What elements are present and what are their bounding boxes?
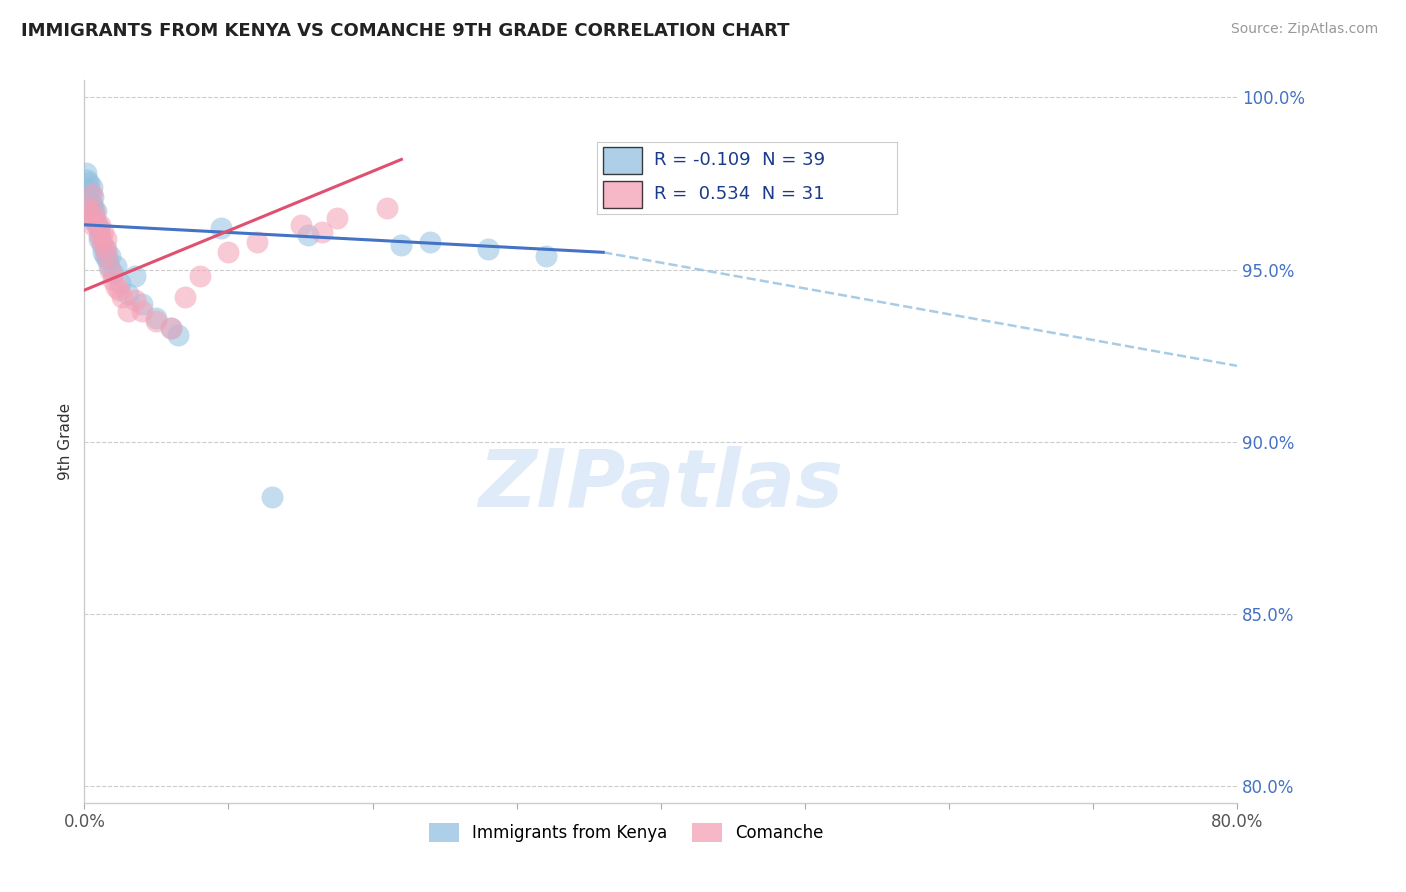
Text: IMMIGRANTS FROM KENYA VS COMANCHE 9TH GRADE CORRELATION CHART: IMMIGRANTS FROM KENYA VS COMANCHE 9TH GR… xyxy=(21,22,790,40)
Point xyxy=(93,249,115,263)
Point xyxy=(94,242,117,256)
Point xyxy=(209,221,232,235)
Point xyxy=(111,290,134,304)
Point xyxy=(82,201,104,215)
Point xyxy=(419,235,441,249)
Point xyxy=(80,180,103,194)
Point xyxy=(77,183,100,197)
Point xyxy=(131,303,153,318)
Point xyxy=(84,204,107,219)
Point xyxy=(105,259,128,273)
Point xyxy=(79,186,101,201)
Point xyxy=(80,186,103,201)
Point xyxy=(96,252,118,267)
Point xyxy=(98,262,121,277)
Point xyxy=(290,218,312,232)
Point xyxy=(297,228,319,243)
Point xyxy=(90,238,112,252)
Point xyxy=(110,277,132,291)
Point xyxy=(89,218,111,232)
Point xyxy=(311,225,333,239)
Point xyxy=(94,231,117,245)
Legend: Immigrants from Kenya, Comanche: Immigrants from Kenya, Comanche xyxy=(422,816,831,848)
Point xyxy=(76,201,98,215)
Point xyxy=(260,490,283,504)
Point xyxy=(167,327,190,342)
Point xyxy=(77,177,100,191)
Point xyxy=(82,190,104,204)
Point xyxy=(103,266,124,280)
Point xyxy=(86,218,108,232)
Point xyxy=(76,173,98,187)
Point xyxy=(124,269,146,284)
Point xyxy=(87,228,110,243)
Point xyxy=(96,249,118,263)
Point xyxy=(79,207,101,221)
Point xyxy=(131,297,153,311)
Point xyxy=(83,214,105,228)
Point xyxy=(108,283,131,297)
Point xyxy=(97,259,120,273)
Point xyxy=(117,286,139,301)
Point xyxy=(145,310,167,325)
Point xyxy=(160,321,183,335)
Point xyxy=(75,166,97,180)
Point xyxy=(82,218,104,232)
Point xyxy=(391,238,413,252)
Point xyxy=(103,273,124,287)
Point xyxy=(124,293,146,308)
Point xyxy=(218,245,240,260)
Point xyxy=(87,231,110,245)
Point xyxy=(160,321,183,335)
Point xyxy=(80,197,103,211)
Point xyxy=(325,211,347,225)
Point xyxy=(188,269,211,284)
Text: ZIPatlas: ZIPatlas xyxy=(478,446,844,524)
Y-axis label: 9th Grade: 9th Grade xyxy=(58,403,73,480)
Point xyxy=(105,279,128,293)
Point xyxy=(117,303,139,318)
Point xyxy=(83,204,105,219)
Point xyxy=(87,221,110,235)
Point xyxy=(145,314,167,328)
Point xyxy=(83,207,105,221)
Point xyxy=(246,235,269,249)
Point xyxy=(84,214,107,228)
Point xyxy=(98,249,121,263)
Point xyxy=(174,290,197,304)
Point xyxy=(534,249,557,263)
Point xyxy=(375,201,398,215)
Point xyxy=(91,225,114,239)
Point xyxy=(89,228,111,243)
Text: Source: ZipAtlas.com: Source: ZipAtlas.com xyxy=(1230,22,1378,37)
Point xyxy=(477,242,499,256)
Point xyxy=(91,245,114,260)
Point xyxy=(90,235,112,249)
Point xyxy=(93,242,115,256)
